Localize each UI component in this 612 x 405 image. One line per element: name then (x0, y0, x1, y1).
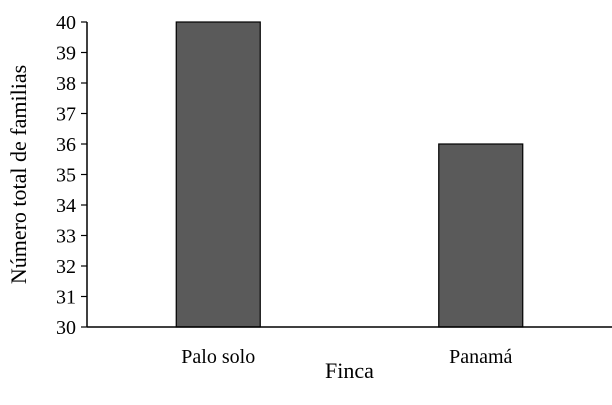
x-axis-title: Finca (325, 358, 374, 383)
y-tick-label: 36 (56, 134, 76, 156)
y-tick-label: 37 (56, 104, 76, 126)
bar-1 (438, 143, 524, 328)
x-tick-label: Palo solo (181, 346, 255, 368)
y-tick-label: 30 (56, 317, 76, 339)
y-tick-label: 31 (56, 287, 76, 309)
x-tick-label: Panamá (449, 346, 512, 368)
bar-0 (175, 21, 261, 328)
y-tick-label: 34 (56, 195, 76, 217)
bars-group (175, 21, 524, 328)
y-tick-label: 33 (56, 226, 76, 248)
y-tick-label: 40 (56, 12, 76, 34)
y-tick-label: 38 (56, 73, 76, 95)
y-tick-label: 35 (56, 165, 76, 187)
y-tick-label: 39 (56, 43, 76, 65)
y-tick-label: 32 (56, 256, 76, 278)
x-axis-ticks: Palo solo Panamá (181, 346, 512, 368)
y-axis-title: Número total de familias (6, 65, 31, 284)
y-axis-ticks: 30 31 32 33 34 35 36 37 38 39 40 (56, 12, 87, 339)
